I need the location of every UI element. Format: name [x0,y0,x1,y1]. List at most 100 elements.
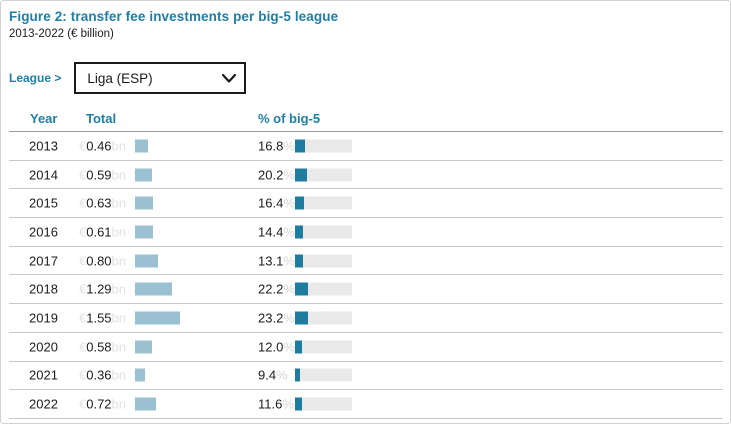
total-cell: €0.72bn [79,397,126,412]
total-bar [135,397,156,411]
currency-prefix: € [79,281,87,297]
pct-cell: 14.4% [258,224,295,239]
total-cell: €0.61bn [79,224,126,239]
pct-bar-track [295,225,352,239]
unit-suffix: bn [111,367,127,383]
pct-cell: 23.2% [258,310,295,325]
pct-bar-fill [295,168,307,182]
pct-value: 14.4 [258,224,284,240]
total-bar [135,168,153,182]
table-row: 2016 €0.61bn 14.4% [9,218,723,247]
pct-suffix: % [283,224,295,240]
pct-value: 11.6 [258,396,283,412]
currency-prefix: € [79,138,87,154]
year-cell: 2014 [29,167,58,183]
pct-suffix: % [282,396,294,412]
pct-bar-track [295,196,352,210]
pct-bar-track [295,254,352,268]
total-bar [135,311,180,325]
pct-suffix: % [283,167,295,183]
pct-value: 16.8 [258,138,284,154]
year-cell: 2019 [29,310,58,326]
figure-title: Figure 2: transfer fee investments per b… [9,9,339,24]
pct-value: 12.0 [258,339,284,355]
pct-bar-track [295,311,352,325]
column-header-year: Year [30,111,58,126]
pct-cell: 22.2% [258,282,295,297]
pct-bar-fill [295,340,302,354]
year-cell: 2020 [29,339,58,355]
total-cell: €0.59bn [79,167,126,182]
league-select[interactable]: Liga (ESP) [74,62,247,94]
total-value: 0.36 [86,367,112,383]
unit-suffix: bn [111,167,127,183]
pct-bar-track [295,282,352,296]
pct-bar-track [295,340,352,354]
pct-bar-fill [295,282,308,296]
total-cell: €0.80bn [79,253,126,268]
year-cell: 2013 [29,138,58,154]
league-selector-row: League > Liga (ESP) [9,62,247,94]
year-cell: 2021 [29,367,58,383]
pct-cell: 13.1% [258,253,295,268]
pct-bar-track [295,397,352,411]
total-bar [135,196,154,210]
total-bar [135,282,173,296]
total-value: 0.80 [86,253,112,269]
total-cell: €0.58bn [79,339,126,354]
league-select-wrap: Liga (ESP) [74,62,247,94]
table-row: 2017 €0.80bn 13.1% [9,247,723,276]
pct-bar-track [295,168,352,182]
pct-value: 13.1 [258,253,284,269]
pct-suffix: % [283,339,295,355]
column-header-total: Total [86,111,117,126]
pct-value: 22.2 [258,281,284,297]
pct-suffix: % [283,253,295,269]
league-label: League > [9,71,62,85]
currency-prefix: € [79,224,87,240]
unit-suffix: bn [111,138,127,154]
currency-prefix: € [79,253,87,269]
year-cell: 2016 [29,224,58,240]
pct-suffix: % [283,310,295,326]
table-body: 2013 €0.46bn 16.8% 2014 €0.59bn 20.2% 20… [9,132,723,419]
table-row: 2013 €0.46bn 16.8% [9,132,723,161]
pct-cell: 12.0% [258,339,295,354]
unit-suffix: bn [111,281,127,297]
table-row: 2022 €0.72bn 11.6% [9,390,723,419]
total-value: 0.59 [86,167,112,183]
total-bar [135,340,152,354]
table-row: 2019 €1.55bn 23.2% [9,304,723,333]
total-cell: €0.63bn [79,196,126,211]
pct-cell: 20.2% [258,167,295,182]
table-row: 2018 €1.29bn 22.2% [9,275,723,305]
total-bar [135,139,149,153]
total-bar [135,225,153,239]
unit-suffix: bn [111,310,127,326]
currency-prefix: € [79,339,87,355]
pct-value: 20.2 [258,167,284,183]
pct-cell: 11.6% [258,397,294,412]
pct-bar-fill [295,196,305,210]
table-row: 2015 €0.63bn 16.4% [9,189,723,219]
year-cell: 2018 [29,281,58,297]
pct-bar-fill [295,254,303,268]
table-row: 2021 €0.36bn 9.4% [9,362,723,391]
currency-prefix: € [79,167,87,183]
figure-subtitle: 2013-2022 (€ billion) [9,28,114,40]
currency-prefix: € [79,367,87,383]
total-cell: €1.55bn [79,310,126,325]
pct-bar-fill [295,368,301,382]
pct-suffix: % [276,367,288,383]
currency-prefix: € [79,396,87,412]
unit-suffix: bn [111,195,127,211]
year-cell: 2015 [29,195,58,211]
unit-suffix: bn [111,253,127,269]
pct-bar-track [295,368,352,382]
pct-cell: 16.4% [258,196,295,211]
total-value: 1.29 [86,281,112,297]
table-row: 2014 €0.59bn 20.2% [9,161,723,190]
pct-bar-fill [295,397,302,411]
total-value: 0.72 [86,396,112,412]
unit-suffix: bn [111,396,127,412]
